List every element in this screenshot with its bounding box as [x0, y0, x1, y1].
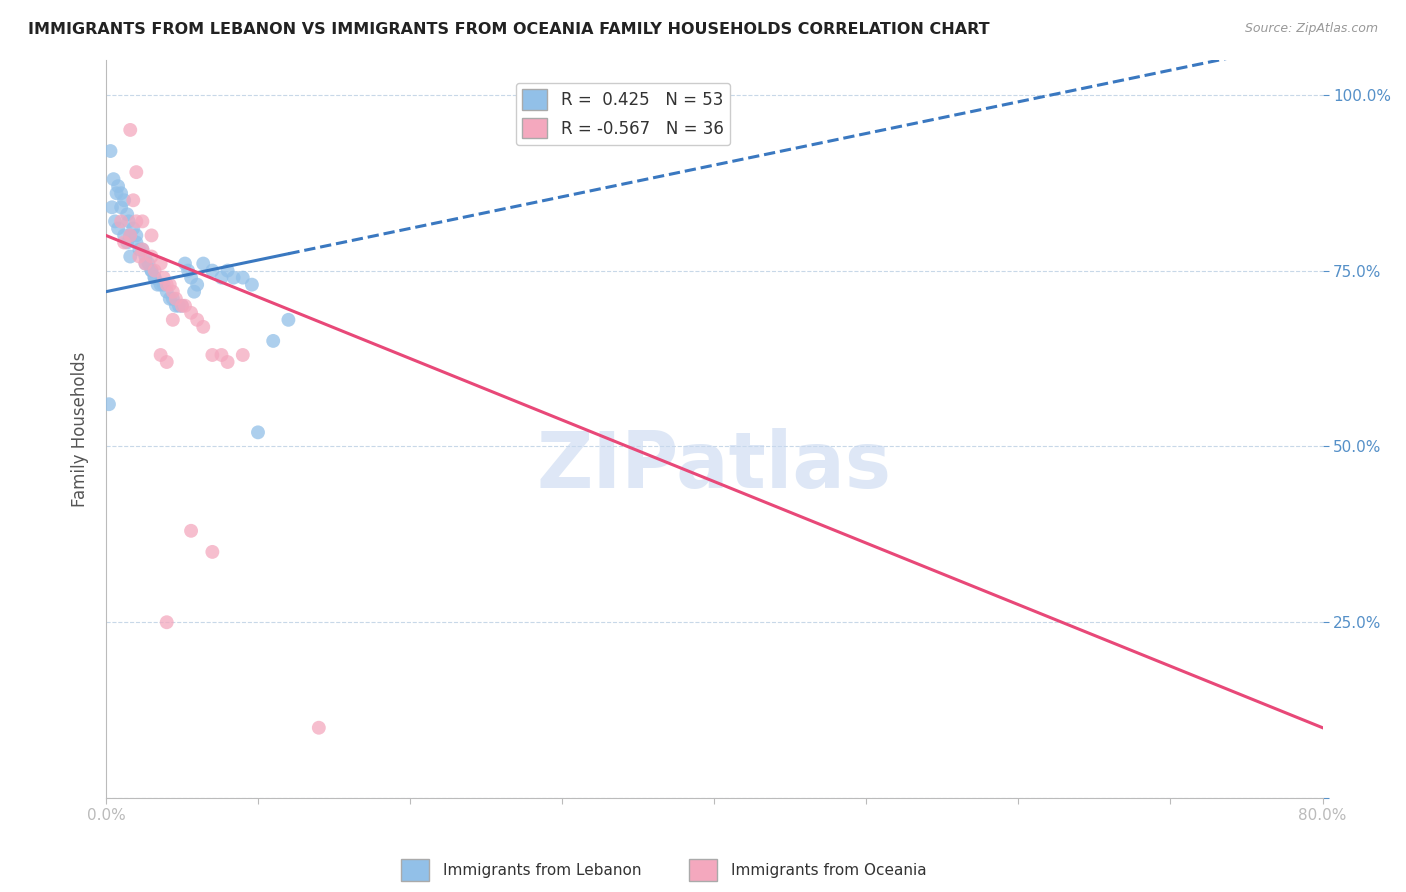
- Point: [193, 319, 215, 334]
- Point: [162, 292, 184, 306]
- Point: [143, 270, 166, 285]
- Point: [143, 270, 166, 285]
- Text: Immigrants from Lebanon: Immigrants from Lebanon: [443, 863, 641, 878]
- Point: [177, 263, 200, 277]
- Point: [180, 306, 202, 320]
- Point: [107, 221, 129, 235]
- Point: [152, 277, 174, 292]
- Point: [115, 235, 138, 250]
- Point: [125, 228, 148, 243]
- Point: [159, 277, 181, 292]
- Point: [201, 348, 224, 362]
- Point: [97, 397, 120, 411]
- Point: [186, 313, 208, 327]
- Point: [222, 270, 245, 285]
- Point: [101, 200, 124, 214]
- Point: [138, 256, 160, 270]
- Point: [165, 292, 187, 306]
- Legend: R =  0.425   N = 53, R = -0.567   N = 36: R = 0.425 N = 53, R = -0.567 N = 36: [516, 83, 730, 145]
- Text: Immigrants from Oceania: Immigrants from Oceania: [731, 863, 927, 878]
- Point: [162, 285, 184, 299]
- Point: [120, 228, 142, 243]
- Point: [125, 235, 148, 250]
- Point: [174, 256, 197, 270]
- Point: [125, 165, 148, 179]
- Point: [128, 243, 150, 257]
- Point: [125, 214, 148, 228]
- Text: Source: ZipAtlas.com: Source: ZipAtlas.com: [1244, 22, 1378, 36]
- Point: [211, 348, 233, 362]
- Point: [211, 270, 233, 285]
- Point: [143, 263, 166, 277]
- Point: [308, 721, 330, 735]
- Point: [156, 355, 179, 369]
- Point: [149, 256, 172, 270]
- Point: [180, 524, 202, 538]
- Point: [134, 250, 156, 264]
- Point: [107, 179, 129, 194]
- Point: [120, 123, 142, 137]
- Point: [149, 348, 172, 362]
- Point: [112, 235, 135, 250]
- Point: [118, 214, 141, 228]
- Point: [170, 299, 193, 313]
- Point: [262, 334, 284, 348]
- Point: [156, 285, 179, 299]
- Point: [183, 285, 205, 299]
- Point: [122, 194, 145, 208]
- Point: [128, 250, 150, 264]
- Point: [156, 277, 179, 292]
- Point: [149, 277, 172, 292]
- Point: [167, 299, 190, 313]
- Point: [131, 214, 153, 228]
- Point: [174, 299, 197, 313]
- Point: [156, 615, 179, 630]
- Point: [112, 228, 135, 243]
- Point: [141, 250, 163, 264]
- Point: [232, 270, 254, 285]
- Point: [110, 200, 132, 214]
- Point: [146, 277, 169, 292]
- Point: [232, 348, 254, 362]
- Point: [104, 214, 127, 228]
- Point: [141, 228, 163, 243]
- Point: [240, 277, 263, 292]
- Point: [152, 270, 174, 285]
- Point: [103, 172, 125, 186]
- Point: [131, 243, 153, 257]
- Point: [246, 425, 269, 440]
- Point: [110, 214, 132, 228]
- Point: [193, 256, 215, 270]
- Point: [110, 186, 132, 201]
- Point: [186, 277, 208, 292]
- Text: IMMIGRANTS FROM LEBANON VS IMMIGRANTS FROM OCEANIA FAMILY HOUSEHOLDS CORRELATION: IMMIGRANTS FROM LEBANON VS IMMIGRANTS FR…: [28, 22, 990, 37]
- Point: [141, 263, 163, 277]
- Point: [122, 221, 145, 235]
- Point: [141, 263, 163, 277]
- Point: [120, 228, 142, 243]
- Point: [217, 355, 239, 369]
- Point: [170, 299, 193, 313]
- Y-axis label: Family Households: Family Households: [72, 351, 89, 507]
- Point: [162, 313, 184, 327]
- Point: [134, 256, 156, 270]
- Point: [201, 263, 224, 277]
- Text: ZIPatlas: ZIPatlas: [537, 428, 891, 504]
- Point: [159, 292, 181, 306]
- Point: [115, 207, 138, 221]
- Point: [134, 256, 156, 270]
- Point: [112, 194, 135, 208]
- Point: [217, 263, 239, 277]
- Point: [277, 313, 299, 327]
- Point: [180, 270, 202, 285]
- Point: [100, 144, 122, 158]
- Point: [120, 250, 142, 264]
- Point: [105, 186, 128, 201]
- Point: [201, 545, 224, 559]
- Point: [165, 299, 187, 313]
- Point: [131, 243, 153, 257]
